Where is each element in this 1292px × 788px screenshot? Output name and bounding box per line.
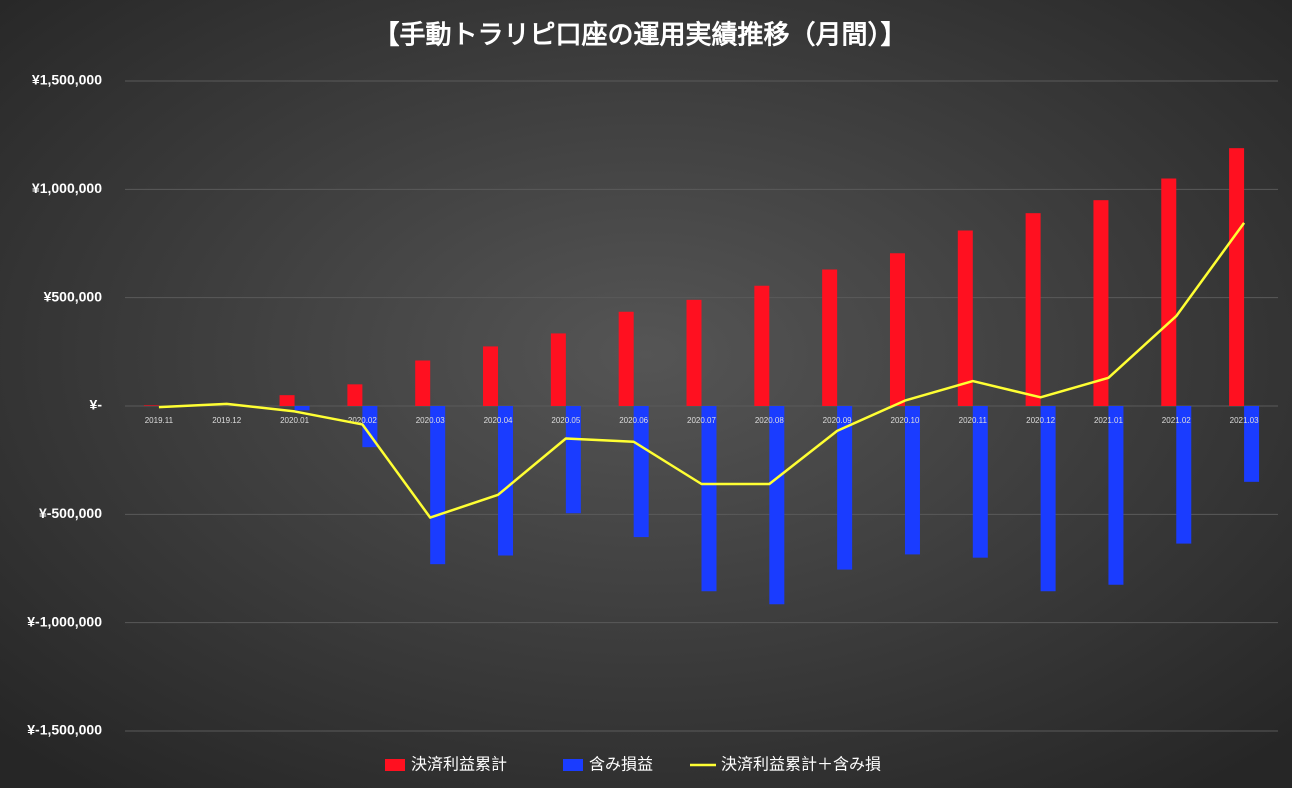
y-tick-label: ¥500,000 <box>44 288 103 304</box>
x-tick-label: 2020.08 <box>755 416 784 425</box>
x-tick-label: 2020.05 <box>551 416 580 425</box>
y-tick-label: ¥1,000,000 <box>32 180 102 196</box>
x-tick-label: 2020.01 <box>280 416 309 425</box>
bar <box>1025 213 1041 406</box>
bar <box>1229 148 1245 406</box>
x-tick-label: 2021.02 <box>1162 416 1191 425</box>
bar <box>957 230 973 406</box>
bar <box>889 253 905 406</box>
bar <box>1244 406 1260 482</box>
bar <box>347 384 363 406</box>
x-tick-label: 2019.11 <box>145 416 174 425</box>
y-tick-label: ¥-500,000 <box>39 505 102 521</box>
bar <box>686 299 702 406</box>
x-tick-label: 2019.12 <box>212 416 241 425</box>
bar <box>1176 406 1192 544</box>
x-tick-label: 2020.10 <box>891 416 920 425</box>
bar <box>279 395 295 406</box>
bar <box>294 406 310 411</box>
bar <box>701 406 717 592</box>
bar <box>430 406 446 565</box>
x-tick-label: 2020.03 <box>416 416 445 425</box>
x-tick-label: 2021.03 <box>1230 416 1259 425</box>
x-tick-label: 2020.06 <box>619 416 648 425</box>
chart-title: 【手動トラリピ口座の運用実績推移（月間）】 <box>373 20 906 51</box>
bar <box>754 285 770 406</box>
bar <box>822 269 838 406</box>
bar <box>769 406 785 605</box>
bar <box>618 311 634 406</box>
bar <box>1093 200 1109 406</box>
bar <box>1040 406 1056 592</box>
y-tick-label: ¥-1,500,000 <box>27 722 102 738</box>
legend-label: 含み損益 <box>589 755 653 774</box>
x-tick-label: 2021.01 <box>1094 416 1123 425</box>
y-tick-label: ¥1,500,000 <box>32 72 102 88</box>
bar <box>550 333 566 406</box>
y-tick-label: ¥- <box>90 397 103 413</box>
bar <box>483 346 499 406</box>
bar <box>1108 406 1124 585</box>
bar <box>633 406 649 538</box>
bar <box>837 406 853 570</box>
bar <box>904 406 920 555</box>
bar <box>1161 178 1177 406</box>
x-tick-label: 2020.02 <box>348 416 377 425</box>
line <box>158 222 1246 519</box>
bar <box>362 406 378 448</box>
legend-swatch <box>385 759 405 771</box>
x-tick-label: 2020.04 <box>484 416 513 425</box>
bar <box>972 406 988 558</box>
y-tick-label: ¥-1,000,000 <box>27 613 102 629</box>
bar <box>415 360 431 406</box>
legend-swatch <box>563 759 583 771</box>
bar <box>143 405 159 406</box>
legend-label: 決済利益累計＋含み損 <box>721 755 881 774</box>
bar <box>565 406 581 514</box>
x-tick-label: 2020.07 <box>687 416 716 425</box>
bar <box>498 406 514 556</box>
x-tick-label: 2020.09 <box>823 416 852 425</box>
x-tick-label: 2020.12 <box>1026 416 1055 425</box>
x-tick-label: 2020.11 <box>959 416 988 425</box>
legend-label: 決済利益累計 <box>411 755 507 774</box>
